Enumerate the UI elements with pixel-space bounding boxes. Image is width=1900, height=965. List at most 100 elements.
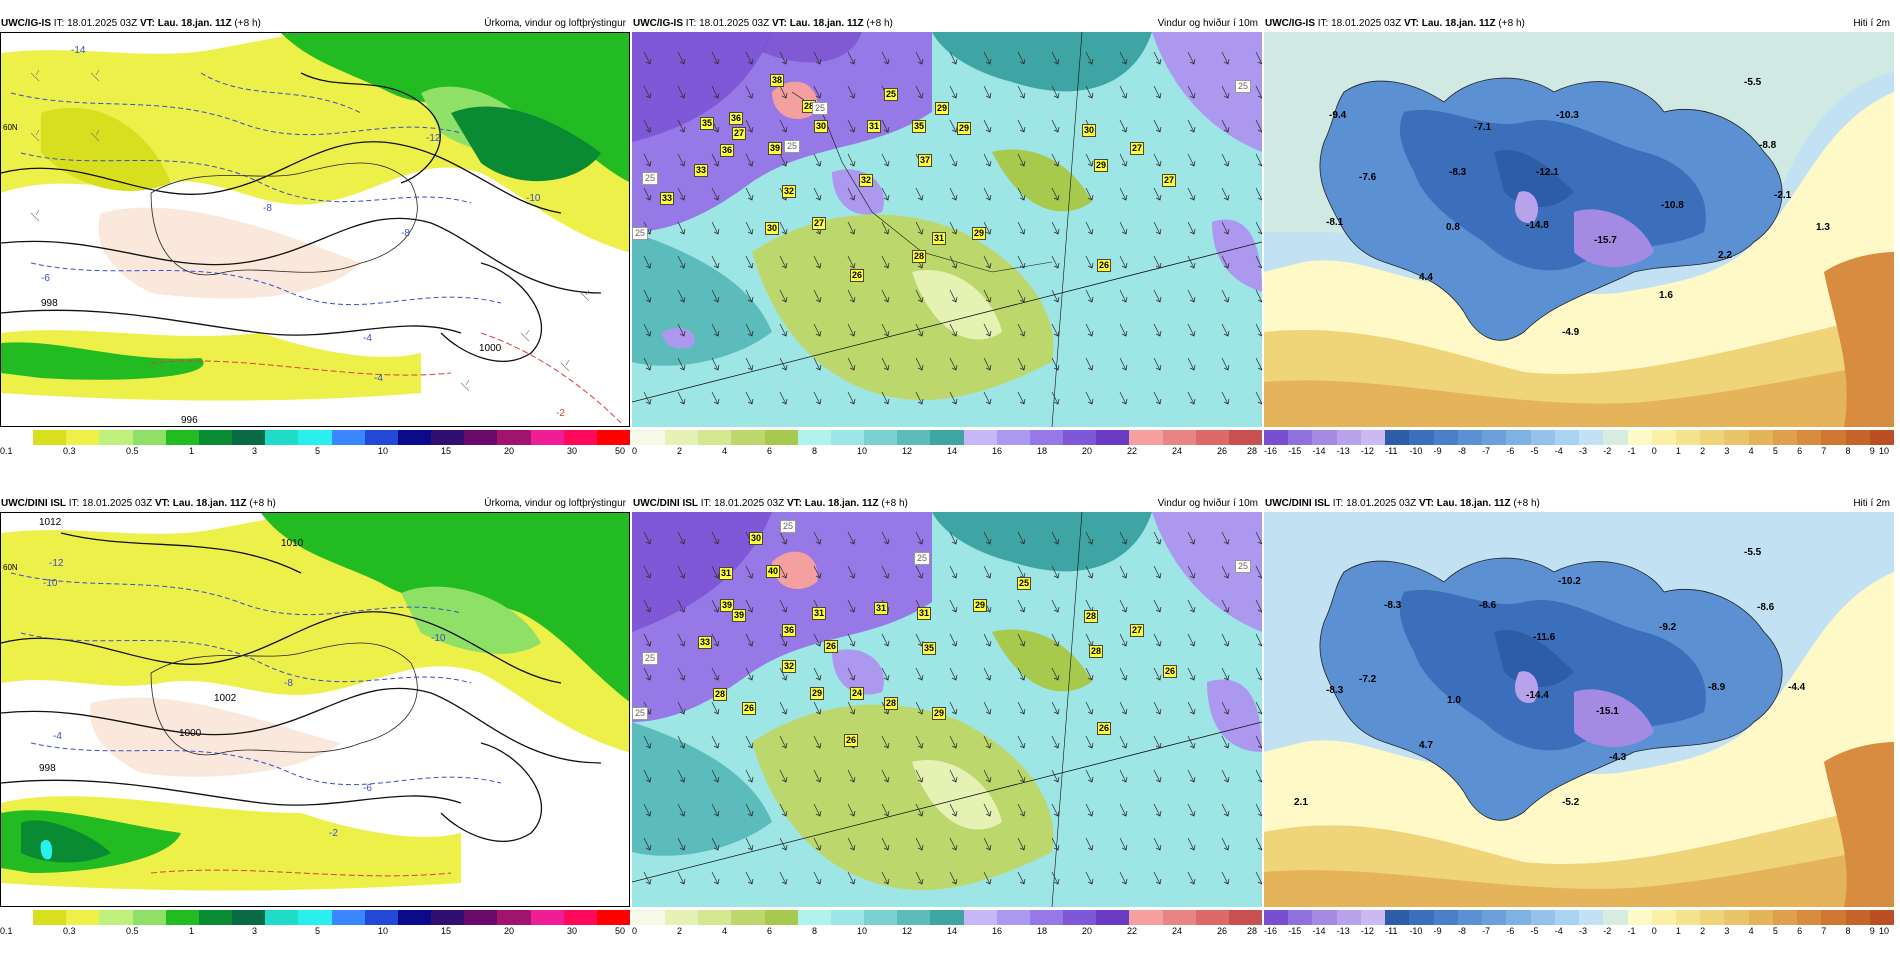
- wind-arrow: [1017, 85, 1026, 99]
- wind-arrow: [711, 701, 720, 715]
- wind-arrow: [1255, 51, 1262, 65]
- wind-arrow: [949, 187, 958, 201]
- precip-map[interactable]: 1012 1010 1002 1000 998 -12 -10 -8 -4 -2…: [0, 512, 630, 907]
- colorbar-tick-label: 18: [1037, 926, 1048, 936]
- wind-arrow: [1255, 255, 1262, 269]
- temperature-label: 0.8: [1446, 222, 1460, 233]
- colorbar-tick-label: 7: [1821, 926, 1827, 936]
- isotherm-label: -4: [374, 373, 383, 384]
- colorbar-swatch: [1869, 910, 1895, 925]
- wind-arrow: [745, 255, 754, 269]
- colorbar-tick-label: -7: [1482, 446, 1491, 456]
- wind-arrow: [881, 187, 890, 201]
- wind-arrow: [813, 531, 822, 545]
- wind-arrow: [915, 357, 924, 371]
- wind-arrow: [1017, 289, 1026, 303]
- gust-label: 39: [768, 142, 783, 155]
- colorbar-swatch: [1195, 910, 1229, 925]
- wind-arrow: [711, 769, 720, 783]
- wind-arrow: [779, 803, 788, 817]
- wind-arrow: [745, 187, 754, 201]
- wind-arrow: [1017, 187, 1026, 201]
- wind-arrow: [813, 323, 822, 337]
- wind-arrow: [1119, 153, 1128, 167]
- colorbar-swatch: [1063, 910, 1097, 925]
- panel-title: Hiti í 2m: [1853, 18, 1890, 29]
- wind-arrow: [1119, 85, 1128, 99]
- wind-arrow: [847, 153, 856, 167]
- gust-label: 35: [922, 642, 937, 655]
- wind-arrow: [813, 803, 822, 817]
- temperature-label: -8.3: [1326, 685, 1344, 696]
- wind-arrow: [643, 837, 652, 851]
- wind-arrow: [1085, 391, 1094, 405]
- wind-arrow: [677, 357, 686, 371]
- wind-arrow: [1119, 599, 1128, 613]
- wind-speed-label: 25: [914, 552, 931, 565]
- gust-label: 24: [850, 687, 865, 700]
- gust-label: 29: [973, 599, 988, 612]
- wind-arrow: [1153, 565, 1162, 579]
- colorbar-swatch: [331, 430, 365, 445]
- wind-arrow: [1221, 357, 1230, 371]
- wind-arrow: [983, 323, 992, 337]
- precip-map[interactable]: -14 -12 -10 -8 -6 -4 -2 -2 -4 -8 998 996…: [0, 32, 630, 427]
- wind-arrow: [1119, 289, 1128, 303]
- wind-arrow: [1051, 599, 1060, 613]
- colorbar-tick-label: -5: [1530, 446, 1539, 456]
- wind-map[interactable]: 38 35 36 36 39 33 30 31 35 32 29 29 30 2…: [632, 32, 1262, 427]
- wind-arrow: [1119, 769, 1128, 783]
- gust-label: 27: [732, 127, 747, 140]
- wind-colorbar-ticks: 0 2 4 6 8 10 12 14 16 18 20 22 24 26 28: [632, 926, 1262, 938]
- wind-arrow: [1119, 735, 1128, 749]
- wind-arrow: [1051, 531, 1060, 545]
- wind-arrow: [1051, 51, 1060, 65]
- wind-arrow: [1051, 871, 1060, 885]
- valid-time: VT: Lau. 18.jan. 11Z: [1418, 498, 1511, 509]
- wind-arrow: [1051, 153, 1060, 167]
- gust-label: 35: [700, 117, 715, 130]
- colorbar-tick-label: -12: [1360, 446, 1374, 456]
- colorbar-swatch: [497, 910, 531, 925]
- lead-time: (+8 h): [246, 498, 276, 509]
- wind-arrow: [813, 565, 822, 579]
- wind-speed-label: 25: [784, 140, 801, 153]
- colorbar-swatch: [397, 910, 432, 925]
- colorbar-swatch: [632, 910, 666, 925]
- wind-arrow: [1119, 633, 1128, 647]
- wind-arrow: [677, 565, 686, 579]
- colorbar-tick-label: 2: [1700, 446, 1706, 456]
- colorbar-tick-label: 8: [1845, 926, 1851, 936]
- panel-title: Hiti í 2m: [1853, 498, 1890, 509]
- wind-arrow: [779, 357, 788, 371]
- colorbar-tick-label: -13: [1336, 446, 1350, 456]
- colorbar-tick-label: 10: [857, 446, 868, 456]
- wind-arrow: [1255, 357, 1262, 371]
- wind-map[interactable]: 30 31 40 39 39 36 33 32 31 31 29 25 28 2…: [632, 512, 1262, 907]
- wind-arrow: [813, 255, 822, 269]
- wind-arrow: [1017, 701, 1026, 715]
- wind-arrow: [711, 289, 720, 303]
- colorbar-tick-label: 2: [677, 446, 683, 456]
- temperature-label: -10.3: [1556, 110, 1579, 121]
- wind-arrow: [643, 667, 652, 681]
- colorbar-swatch: [897, 910, 931, 925]
- colorbar-tick-label: 6: [1797, 446, 1803, 456]
- valid-time: VT: Lau. 18.jan. 11Z: [1403, 18, 1496, 29]
- colorbar-tick-label: 20: [504, 926, 515, 936]
- colorbar-swatch: [698, 430, 732, 445]
- wind-arrow: [881, 323, 890, 337]
- colorbar-tick-label: 10: [1879, 926, 1890, 936]
- temperature-colorbar-ticks: -16 -15 -14 -13 -12 -11 -10 -9 -8 -7 -6 -5 -4 -3 -2 -1 0…: [1264, 446, 1894, 458]
- wind-arrow: [1187, 871, 1196, 885]
- colorbar-swatch: [963, 430, 997, 445]
- temperature-label: 4.7: [1419, 740, 1433, 751]
- wind-arrow: [847, 323, 856, 337]
- wind-arrow: [1221, 803, 1230, 817]
- temperature-map[interactable]: -8.3 -8.6 -10.2 -5.5 -8.6 -9.2 -11.6 -7.…: [1264, 512, 1894, 907]
- wind-arrow: [711, 871, 720, 885]
- gust-label: 39: [720, 599, 735, 612]
- wind-arrow: [847, 633, 856, 647]
- colorbar-swatch: [1162, 430, 1196, 445]
- temperature-map[interactable]: -9.4 -7.1 -10.3 -5.5 -8.8 -7.6 -8.3 -12.…: [1264, 32, 1894, 427]
